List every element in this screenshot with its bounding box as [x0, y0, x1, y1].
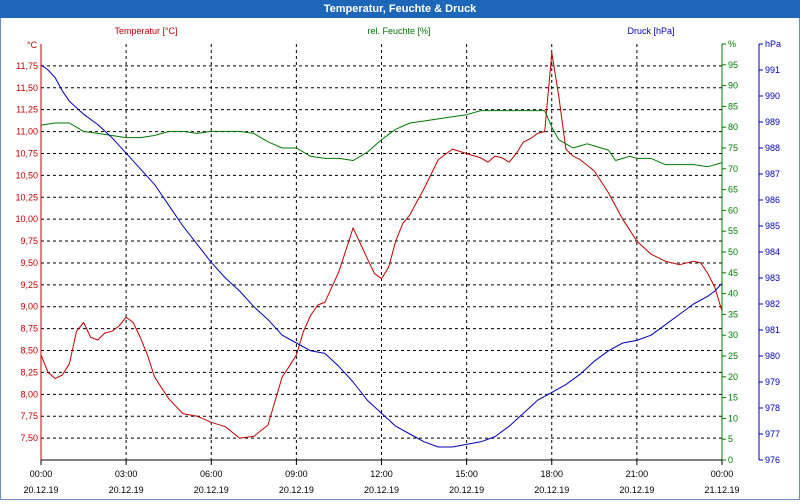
- humidity-tick-label: 60: [728, 205, 738, 215]
- humidity-tick-label: 25: [728, 351, 738, 361]
- temperature-tick-label: 9,00: [20, 302, 38, 312]
- x-tick-time: 21:00: [626, 469, 649, 479]
- x-tick-date: 20.12.19: [109, 485, 144, 495]
- temperature-tick-label: 10,50: [15, 170, 38, 180]
- pressure-tick-label: hPa: [765, 39, 781, 49]
- humidity-tick-label: 90: [728, 81, 738, 91]
- temperature-tick-label: 11,50: [16, 83, 38, 93]
- x-tick-time: 15:00: [455, 469, 478, 479]
- temperature-tick-label: 7,75: [20, 411, 38, 421]
- pressure-tick-label: 981: [765, 325, 780, 335]
- x-tick-time: 06:00: [200, 469, 223, 479]
- temperature-tick-label: 9,75: [20, 236, 38, 246]
- temperature-tick-label: 11,75: [16, 61, 38, 71]
- temperature-axis-title: Temperatur [°C]: [114, 26, 177, 36]
- pressure-tick-label: 983: [765, 273, 780, 283]
- humidity-tick-label: 85: [728, 101, 738, 111]
- pressure-tick-label: 977: [765, 429, 780, 439]
- x-tick-date: 20.12.19: [194, 485, 229, 495]
- series-lines: [40, 52, 723, 448]
- pressure-line: [40, 64, 723, 448]
- temperature-tick-label: 8,75: [20, 324, 38, 334]
- humidity-tick-label: 0: [728, 455, 733, 465]
- pressure-tick-label: 991: [765, 65, 780, 75]
- pressure-tick-label: 987: [765, 169, 780, 179]
- humidity-tick-label: 80: [728, 122, 738, 132]
- humidity-tick-label: 20: [728, 372, 738, 382]
- humidity-tick-label: 5: [728, 434, 733, 444]
- temperature-tick-label: 8,50: [20, 346, 38, 356]
- humidity-tick-label: 70: [728, 164, 738, 174]
- pressure-tick-label: 984: [765, 247, 780, 257]
- humidity-tick-label: 30: [728, 330, 738, 340]
- window-title: Temperatur, Feuchte & Druck: [0, 0, 800, 18]
- x-tick-date: 20.12.19: [364, 485, 399, 495]
- pressure-tick-label: 989: [765, 117, 780, 127]
- temperature-tick-label: 9,25: [20, 280, 38, 290]
- grid-lines: [41, 44, 722, 460]
- humidity-tick-label: 55: [728, 226, 738, 236]
- pressure-tick-label: 976: [765, 455, 780, 465]
- x-tick-time: 12:00: [370, 469, 393, 479]
- x-tick-time: 00:00: [30, 469, 53, 479]
- pressure-axis-title: Druck [hPa]: [627, 26, 674, 36]
- axis-labels: Temperatur [°C] rel. Feuchte [%] Druck [hP…: [114, 26, 674, 36]
- humidity-tick-label: 75: [728, 143, 738, 153]
- temperature-unit-label: °C: [27, 40, 38, 50]
- humidity-tick-label: 50: [728, 247, 738, 257]
- x-tick-time: 09:00: [285, 469, 308, 479]
- pressure-tick-label: 980: [765, 351, 780, 361]
- temperature-tick-label: 8,00: [20, 389, 38, 399]
- x-tick-time: 03:00: [115, 469, 138, 479]
- x-tick-date: 20.12.19: [23, 485, 58, 495]
- x-tick-date: 20.12.19: [619, 485, 654, 495]
- pressure-tick-label: 979: [765, 377, 780, 387]
- temperature-tick-label: 8,25: [20, 367, 38, 377]
- chart-area: 00:00 20.12.19 03:00 20.12.19 06:00 20.12.19 0…: [0, 18, 800, 500]
- humidity-tick-label: 45: [728, 268, 738, 278]
- temperature-tick-label: 11,00: [16, 127, 38, 137]
- temperature-tick-label: 10,00: [15, 214, 38, 224]
- humidity-tick-label: 65: [728, 185, 738, 195]
- temperature-tick-label: 7,50: [20, 433, 38, 443]
- axis-ticks: 00:00 20.12.19 03:00 20.12.19 06:00 20.12.19 0…: [15, 39, 781, 495]
- humidity-tick-label: %: [728, 39, 736, 49]
- temperature-line: [40, 52, 723, 439]
- pressure-tick-label: 985: [765, 221, 780, 231]
- x-tick-time: 18:00: [540, 469, 563, 479]
- humidity-line: [40, 110, 723, 168]
- temperature-tick-label: 11,25: [16, 105, 38, 115]
- pressure-tick-label: 990: [765, 91, 780, 101]
- x-tick-date: 20.12.19: [279, 485, 314, 495]
- humidity-tick-label: 15: [728, 393, 738, 403]
- pressure-tick-label: 982: [765, 299, 780, 309]
- temperature-tick-label: 9,50: [20, 258, 38, 268]
- humidity-tick-label: 35: [728, 309, 738, 319]
- pressure-tick-label: 986: [765, 195, 780, 205]
- temperature-tick-label: 10,75: [15, 148, 38, 158]
- humidity-tick-label: 40: [728, 289, 738, 299]
- pressure-tick-label: 988: [765, 143, 780, 153]
- x-tick-date: 20.12.19: [449, 485, 484, 495]
- x-tick-time: 00:00: [711, 469, 734, 479]
- humidity-tick-label: 95: [728, 60, 738, 70]
- weather-chart: 00:00 20.12.19 03:00 20.12.19 06:00 20.12.19 0…: [15, 26, 781, 495]
- x-tick-date: 21.12.19: [704, 485, 739, 495]
- x-tick-date: 20.12.19: [534, 485, 569, 495]
- humidity-axis-title: rel. Feuchte [%]: [367, 26, 430, 36]
- humidity-tick-label: 10: [728, 413, 738, 423]
- pressure-tick-label: 978: [765, 403, 780, 413]
- temperature-tick-label: 10,25: [15, 192, 38, 202]
